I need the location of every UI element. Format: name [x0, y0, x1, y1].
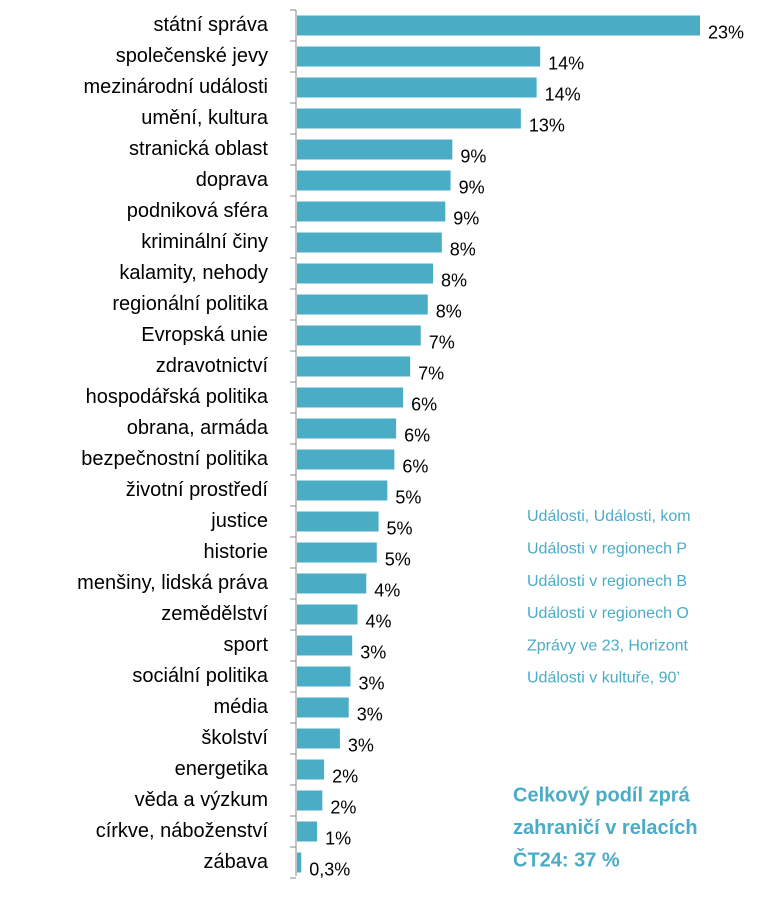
bar	[297, 15, 700, 36]
annotation: Události v regionech O	[527, 605, 689, 622]
bar	[297, 573, 367, 594]
bar	[297, 201, 446, 222]
bar	[297, 170, 451, 191]
value-label: 9%	[459, 177, 485, 197]
category-label: věda a výzkum	[135, 789, 268, 811]
value-label: 1%	[325, 828, 351, 848]
bar	[297, 480, 388, 501]
value-label: 14%	[545, 84, 581, 104]
bar	[297, 728, 340, 749]
value-label: 2%	[330, 797, 356, 817]
category-label: životní prostředí	[126, 479, 269, 501]
bar	[297, 108, 521, 129]
summary-note: ČT24: 37 %	[513, 847, 620, 871]
value-label: 13%	[529, 115, 565, 135]
value-label: 14%	[548, 53, 584, 73]
annotation: Události v regionech B	[527, 573, 687, 590]
bar	[297, 325, 421, 346]
category-label: společenské jevy	[116, 45, 268, 67]
bar	[297, 542, 377, 563]
category-label: regionální politika	[112, 293, 269, 315]
bar	[297, 418, 397, 439]
category-label: historie	[204, 541, 268, 563]
bar	[297, 356, 411, 377]
bar	[297, 387, 404, 408]
value-label: 8%	[450, 239, 476, 259]
bar	[297, 635, 353, 656]
annotation: Události v kultuře, 90’	[527, 670, 680, 687]
value-label: 6%	[402, 456, 428, 476]
category-label: bezpečnostní politika	[81, 448, 269, 470]
category-label: Evropská unie	[141, 324, 268, 346]
category-label: energetika	[175, 758, 269, 780]
category-label: církve, náboženství	[96, 820, 269, 842]
bar	[297, 790, 323, 811]
category-label: státní správa	[153, 14, 268, 36]
category-label: umění, kultura	[141, 107, 269, 129]
bar	[297, 852, 302, 873]
value-label: 5%	[385, 549, 411, 569]
annotation: Zprávy ve 23, Horizont	[527, 637, 689, 654]
category-label: sociální politika	[132, 665, 269, 687]
category-label: mezinárodní události	[83, 76, 268, 98]
bar	[297, 449, 395, 470]
category-label: sport	[224, 634, 269, 656]
value-label: 7%	[429, 332, 455, 352]
value-label: 23%	[708, 22, 744, 42]
bar	[297, 604, 358, 625]
category-label: hospodářská politika	[86, 386, 269, 408]
value-label: 4%	[365, 611, 391, 631]
bar	[297, 77, 537, 98]
category-label: kalamity, nehody	[119, 262, 268, 284]
value-label: 3%	[348, 735, 374, 755]
value-label: 6%	[404, 425, 430, 445]
annotation: Události v regionech P	[527, 541, 687, 558]
value-label: 7%	[418, 363, 444, 383]
summary-note: Celkový podíl zprá	[513, 784, 691, 806]
summary-note: zahraničí v relacích	[513, 817, 698, 839]
annotation: Události, Události, kom	[527, 508, 691, 525]
bar	[297, 759, 325, 780]
value-label: 8%	[436, 301, 462, 321]
value-label: 9%	[460, 146, 486, 166]
value-label: 4%	[374, 580, 400, 600]
value-label: 3%	[360, 642, 386, 662]
value-label: 6%	[411, 394, 437, 414]
bar	[297, 46, 541, 67]
category-label: zemědělství	[161, 603, 268, 625]
category-label: podniková sféra	[127, 200, 269, 222]
category-label: doprava	[196, 169, 269, 191]
category-label: obrana, armáda	[127, 417, 269, 439]
value-label: 3%	[358, 673, 384, 693]
bar	[297, 294, 428, 315]
bar	[297, 232, 442, 253]
category-label: menšiny, lidská práva	[77, 572, 269, 594]
value-label: 3%	[357, 704, 383, 724]
value-label: 2%	[332, 766, 358, 786]
category-label: zábava	[204, 851, 269, 873]
value-label: 9%	[453, 208, 479, 228]
value-label: 0,3%	[309, 859, 350, 879]
category-label: justice	[210, 510, 268, 532]
bar	[297, 697, 349, 718]
value-label: 5%	[395, 487, 421, 507]
category-label: média	[214, 696, 269, 718]
category-label: školství	[201, 727, 268, 749]
value-label: 5%	[387, 518, 413, 538]
bar	[297, 821, 318, 842]
bar	[297, 511, 379, 532]
bar	[297, 666, 351, 687]
value-label: 8%	[441, 270, 467, 290]
category-label: zdravotnictví	[156, 355, 269, 377]
category-label: stranická oblast	[129, 138, 268, 160]
bar	[297, 263, 434, 284]
category-label: kriminální činy	[141, 231, 268, 253]
bar	[297, 139, 453, 160]
